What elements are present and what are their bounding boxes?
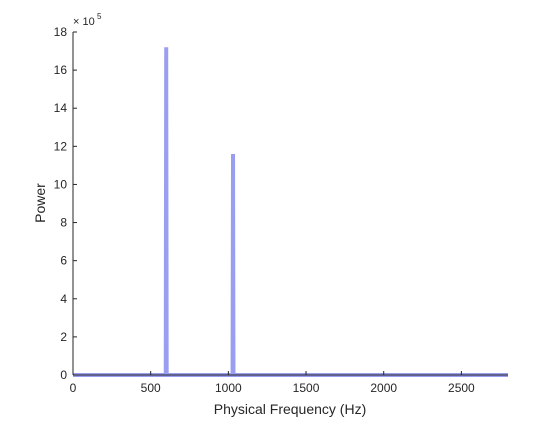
x-tick-label: 500 bbox=[141, 381, 161, 395]
y-tick-label: 12 bbox=[54, 139, 68, 153]
y-axis-multiplier-base: × 10 bbox=[73, 16, 95, 28]
y-tick-label: 16 bbox=[54, 63, 68, 77]
y-axis-multiplier-exponent: 5 bbox=[97, 12, 102, 21]
axes: 0 500 1000 1500 2000 2500 0 2 4 6 8 10 12 14 16 18 bbox=[54, 25, 508, 395]
x-axis-label: Physical Frequency (Hz) bbox=[214, 401, 367, 417]
y-tick-label: 6 bbox=[60, 254, 67, 268]
y-tick-label: 14 bbox=[54, 101, 68, 115]
y-tick-label: 10 bbox=[54, 177, 68, 191]
y-tick-label: 0 bbox=[60, 368, 67, 382]
y-axis-label: Power bbox=[32, 183, 48, 223]
x-tick-label: 2500 bbox=[448, 381, 475, 395]
x-tick-label: 0 bbox=[70, 381, 77, 395]
series-line-0 bbox=[73, 47, 508, 375]
y-tick-label: 2 bbox=[60, 330, 67, 344]
plot-area bbox=[73, 47, 508, 375]
y-tick-label: 4 bbox=[60, 292, 67, 306]
y-tick-label: 18 bbox=[54, 25, 68, 39]
x-tick-label: 2000 bbox=[370, 381, 397, 395]
y-tick-label: 8 bbox=[60, 216, 67, 230]
x-tick-label: 1500 bbox=[293, 381, 320, 395]
x-tick-label: 1000 bbox=[215, 381, 242, 395]
